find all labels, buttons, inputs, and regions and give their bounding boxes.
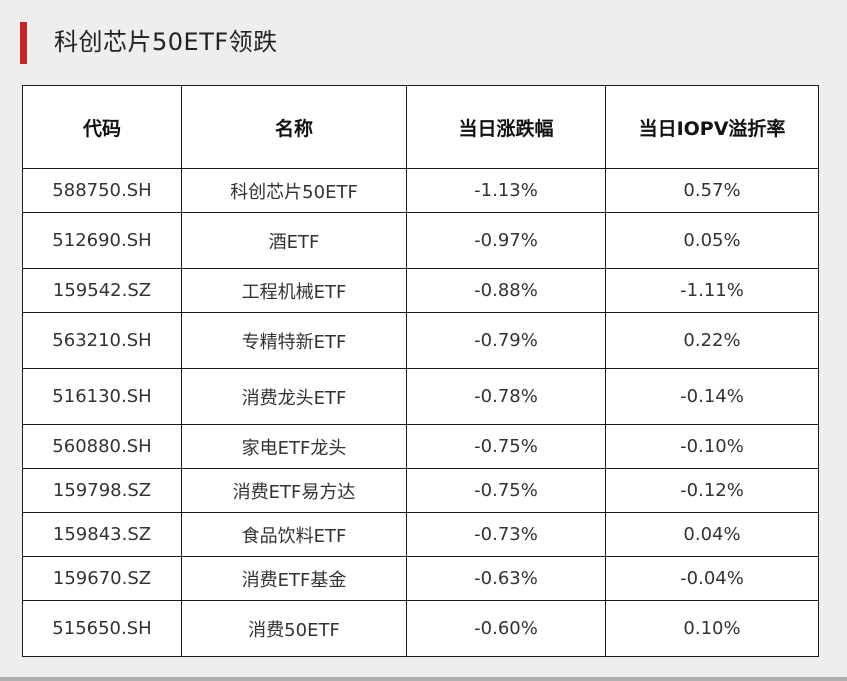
cell-premium: 0.04%	[605, 512, 819, 557]
cell-change: -0.75%	[406, 424, 606, 469]
cell-premium: -0.14%	[605, 368, 819, 425]
cell-name: 酒ETF	[181, 212, 407, 269]
cell-code: 515650.SH	[22, 600, 182, 657]
cell-code: 159798.SZ	[22, 468, 182, 513]
cell-code: 560880.SH	[22, 424, 182, 469]
cell-name: 科创芯片50ETF	[181, 168, 407, 213]
etf-table: 代码 名称 当日涨跌幅 当日IOPV溢折率 588750.SH 科创芯片50ET…	[22, 85, 819, 657]
page-title: 科创芯片50ETF领跌	[54, 28, 278, 56]
table-row: 159542.SZ 工程机械ETF -0.88% -1.11%	[22, 268, 819, 313]
cell-name: 消费龙头ETF	[181, 368, 407, 425]
cell-change: -0.88%	[406, 268, 606, 313]
table-row: 512690.SH 酒ETF -0.97% 0.05%	[22, 212, 819, 269]
header-code: 代码	[22, 85, 182, 169]
table-row: 560880.SH 家电ETF龙头 -0.75% -0.10%	[22, 424, 819, 469]
table-row: 159843.SZ 食品饮料ETF -0.73% 0.04%	[22, 512, 819, 557]
header-name: 名称	[181, 85, 407, 169]
cell-name: 工程机械ETF	[181, 268, 407, 313]
cell-premium: 0.57%	[605, 168, 819, 213]
table-row: 159670.SZ 消费ETF基金 -0.63% -0.04%	[22, 556, 819, 601]
cell-name: 消费50ETF	[181, 600, 407, 657]
cell-premium: 0.10%	[605, 600, 819, 657]
table-row: 563210.SH 专精特新ETF -0.79% 0.22%	[22, 312, 819, 369]
cell-premium: -0.10%	[605, 424, 819, 469]
cell-change: -0.63%	[406, 556, 606, 601]
cell-name: 消费ETF易方达	[181, 468, 407, 513]
cell-name: 家电ETF龙头	[181, 424, 407, 469]
cell-change: -0.60%	[406, 600, 606, 657]
cell-code: 516130.SH	[22, 368, 182, 425]
bottom-divider	[0, 677, 847, 681]
cell-change: -0.75%	[406, 468, 606, 513]
cell-change: -0.78%	[406, 368, 606, 425]
header-premium: 当日IOPV溢折率	[605, 85, 819, 169]
cell-name: 消费ETF基金	[181, 556, 407, 601]
table-row: 159798.SZ 消费ETF易方达 -0.75% -0.12%	[22, 468, 819, 513]
cell-premium: -0.04%	[605, 556, 819, 601]
title-accent-bar	[20, 22, 27, 64]
cell-premium: 0.05%	[605, 212, 819, 269]
cell-premium: -0.12%	[605, 468, 819, 513]
cell-code: 588750.SH	[22, 168, 182, 213]
cell-code: 512690.SH	[22, 212, 182, 269]
table-row: 588750.SH 科创芯片50ETF -1.13% 0.57%	[22, 168, 819, 213]
header-change: 当日涨跌幅	[406, 85, 606, 169]
cell-code: 159843.SZ	[22, 512, 182, 557]
table-row: 515650.SH 消费50ETF -0.60% 0.10%	[22, 600, 819, 657]
cell-name: 专精特新ETF	[181, 312, 407, 369]
cell-premium: 0.22%	[605, 312, 819, 369]
cell-change: -0.97%	[406, 212, 606, 269]
cell-code: 563210.SH	[22, 312, 182, 369]
cell-change: -0.73%	[406, 512, 606, 557]
etf-table-container: 代码 名称 当日涨跌幅 当日IOPV溢折率 588750.SH 科创芯片50ET…	[22, 85, 819, 657]
cell-change: -0.79%	[406, 312, 606, 369]
title-bar: 科创芯片50ETF领跌	[0, 0, 847, 84]
cell-change: -1.13%	[406, 168, 606, 213]
cell-premium: -1.11%	[605, 268, 819, 313]
cell-name: 食品饮料ETF	[181, 512, 407, 557]
table-row: 516130.SH 消费龙头ETF -0.78% -0.14%	[22, 368, 819, 425]
cell-code: 159670.SZ	[22, 556, 182, 601]
table-header-row: 代码 名称 当日涨跌幅 当日IOPV溢折率	[22, 85, 819, 169]
cell-code: 159542.SZ	[22, 268, 182, 313]
